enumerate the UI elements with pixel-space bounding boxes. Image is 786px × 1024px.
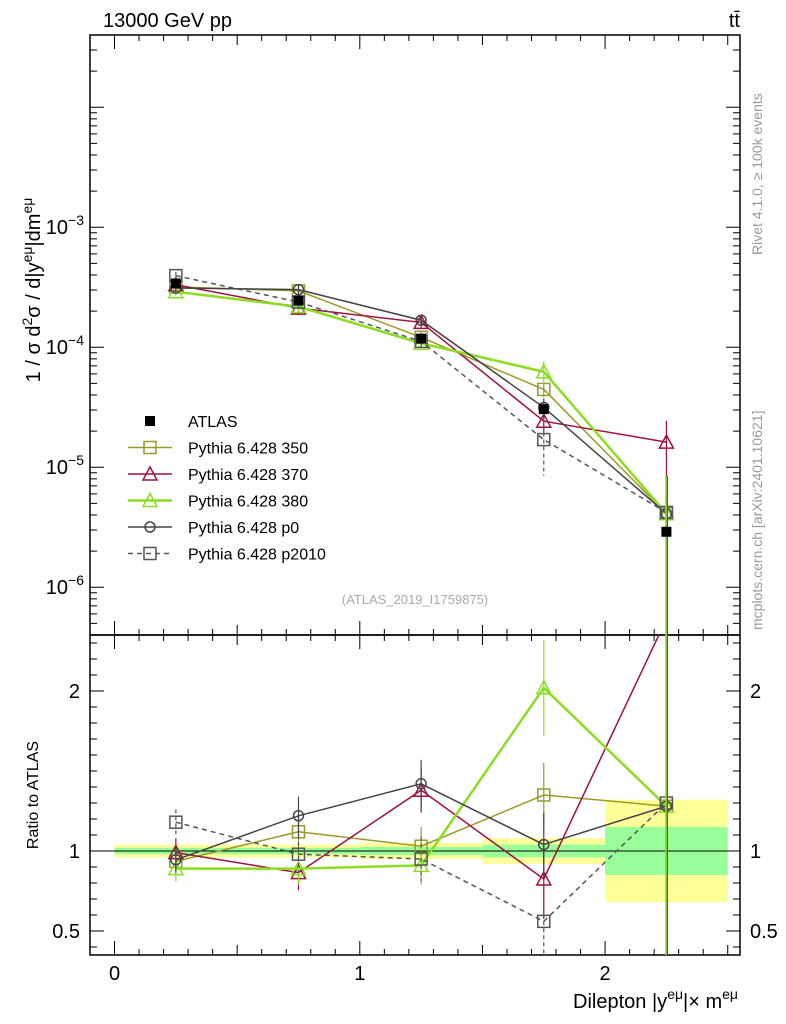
legend-marker <box>145 416 155 426</box>
atlas-data-point <box>538 404 549 415</box>
ratio-marker <box>169 815 183 829</box>
series-marker <box>415 314 427 326</box>
legend-marker <box>143 546 157 561</box>
legend-label: Pythia 6.428 p0 <box>188 520 299 537</box>
series-marker <box>292 283 305 296</box>
legend-label: Pythia 6.428 p2010 <box>188 547 326 564</box>
ratio-y-tick-label: 2 <box>69 681 80 703</box>
legend-marker <box>141 465 159 481</box>
legend-marker <box>141 491 159 508</box>
x-tick-label: 0 <box>109 963 120 985</box>
ratio-marker <box>415 778 427 790</box>
series-marker <box>535 363 553 379</box>
rivet-label: Rivet 4.1.0, ≥ 100k events <box>749 93 765 255</box>
ratio-marker <box>292 810 305 822</box>
legend-marker <box>144 521 156 533</box>
legend-label: ATLAS <box>188 414 238 431</box>
ratio-marker <box>537 788 551 802</box>
energy-label: 13000 GeV pp <box>103 10 232 32</box>
x-tick-label: 1 <box>354 963 365 985</box>
x-axis-title: Dilepton |yeμ|× meμ <box>573 986 738 1013</box>
ratio-marker <box>535 870 553 886</box>
ratio-y-axis-title: Ratio to ATLAS <box>25 741 42 849</box>
mcplots-label: mcplots.cern.ch [arXiv:2401.10621] <box>749 411 765 630</box>
legend-marker <box>143 440 157 455</box>
axes-frame: 0 1 2 10−3 10−4 10−5 10−6 0.5 0.5 1 1 2 2 <box>46 34 778 985</box>
legend-label: Pythia 6.428 370 <box>188 467 308 484</box>
series-marker <box>658 433 675 449</box>
process-label: tt̄ <box>729 10 741 32</box>
svg-text:Dilepton |yeμ|× meμ: Dilepton |yeμ|× meμ <box>573 986 738 1013</box>
ratio-y-tick-label-right: 2 <box>750 681 761 703</box>
ratio-y-tick-label-right: 0.5 <box>750 921 778 943</box>
legend-label: Pythia 6.428 350 <box>188 441 308 458</box>
ratio-marker <box>167 860 185 876</box>
ratio-y-tick-label: 0.5 <box>52 921 80 943</box>
ratio-marker <box>291 847 306 861</box>
ratio-line <box>175 802 667 923</box>
series-layer <box>167 268 675 955</box>
ratio-marker <box>538 838 550 851</box>
atlas-data-point <box>661 526 672 537</box>
series-marker <box>290 298 307 314</box>
atlas-data-point <box>293 295 304 306</box>
series-line <box>175 283 667 443</box>
atlas-data-point <box>170 278 181 289</box>
ratio-panel-series <box>167 635 675 955</box>
main-y-axis-title: 1 / σ d2σ / d|yeμ|dmeμ <box>19 198 45 383</box>
y-tick-label: 10−6 <box>46 572 84 599</box>
series-marker <box>537 432 551 447</box>
legend-label: Pythia 6.428 380 <box>188 494 308 511</box>
ratio-marker <box>535 679 553 695</box>
ratio-marker <box>290 860 307 876</box>
main-panel-series <box>167 268 675 635</box>
y-tick-label: 10−5 <box>46 452 84 479</box>
ratio-marker <box>537 914 551 929</box>
ratio-y-tick-label-right: 1 <box>750 841 761 863</box>
ratio-marker <box>414 852 428 866</box>
legend: ATLAS Pythia 6.428 350 Pythia 6.428 370 Pyt… <box>128 414 326 564</box>
ratio-y-tick-label: 1 <box>69 841 80 863</box>
y-tick-label: 10−4 <box>46 332 84 359</box>
ratio-marker <box>170 854 182 866</box>
atlas-data-point <box>416 333 427 344</box>
svg-text:1 / σ d2σ / d|yeμ|dmeμ: 1 / σ d2σ / d|yeμ|dmeμ <box>19 198 45 383</box>
analysis-watermark: (ATLAS_2019_I1759875) <box>342 592 488 607</box>
ratio-panel-frame <box>89 634 741 956</box>
x-tick-label: 2 <box>600 963 611 985</box>
y-tick-label: 10−3 <box>46 212 84 239</box>
